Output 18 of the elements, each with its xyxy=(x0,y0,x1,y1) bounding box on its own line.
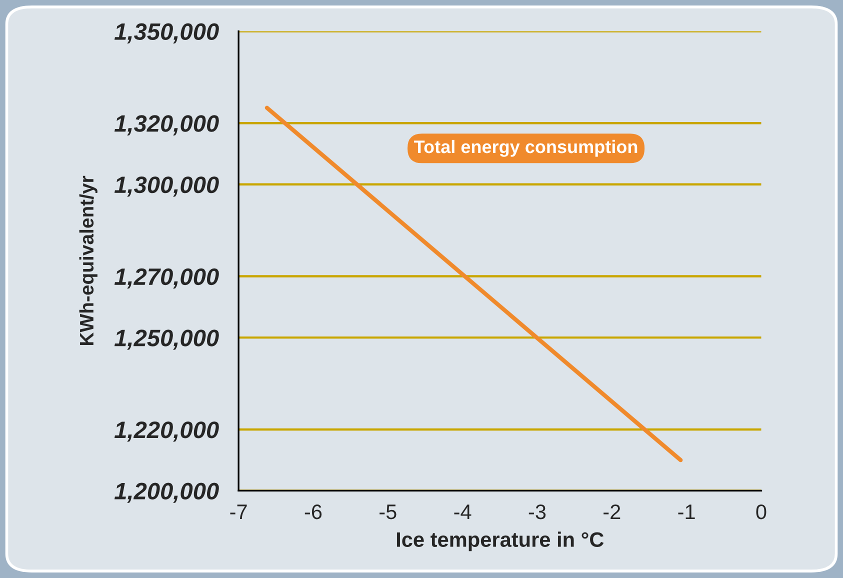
x-axis-title: Ice temperature in °C xyxy=(396,532,604,552)
x-tick-label: 0 xyxy=(756,504,766,520)
text: Total energy consumption xyxy=(414,140,638,157)
x-tick-label: -1 xyxy=(678,504,695,520)
y-tick-label: 1,200,000 xyxy=(114,482,219,503)
x-tick-label: -3 xyxy=(528,504,546,520)
x-tick-label: -5 xyxy=(380,504,396,520)
y-tick-label: 1,320,000 xyxy=(114,115,219,136)
x-tick-label: -2 xyxy=(604,504,620,520)
y-tick-label: 1,350,000 xyxy=(114,23,219,44)
y-tick-label: 1,250,000 xyxy=(114,330,219,350)
y-tick-label: 1,270,000 xyxy=(114,268,219,288)
x-tick-label: -7 xyxy=(230,504,247,520)
y-tick-label: 1,220,000 xyxy=(114,422,219,442)
x-tick-label: -6 xyxy=(304,504,322,520)
x-tick-label: -4 xyxy=(454,504,472,520)
y-tick-label: 1,300,000 xyxy=(114,176,219,197)
y-axis-title: KWh-equivalent/yr xyxy=(79,176,98,346)
